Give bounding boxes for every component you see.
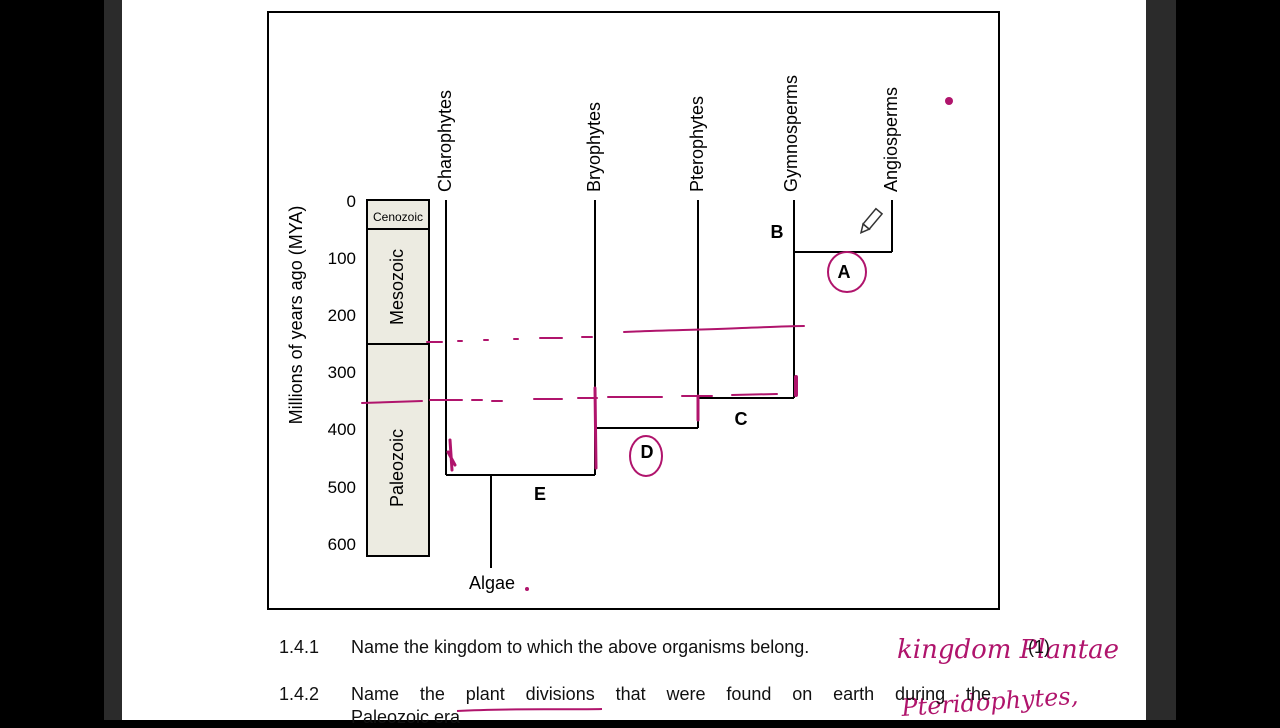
pen-cursor-icon [859, 207, 884, 235]
root-label-algae: Algae [469, 573, 515, 593]
ink-underline [456, 708, 603, 712]
tick-100: 100 [328, 249, 356, 268]
ink-dashed-line-upper [426, 325, 805, 343]
branch-label-c: C [735, 409, 748, 429]
ink-dot [525, 587, 529, 591]
y-axis-label: Millions of years ago (MYA) [286, 206, 306, 425]
question-marks: (1) [1028, 637, 1050, 657]
branch-label-b: B [771, 222, 784, 242]
ink-mark [593, 386, 598, 470]
tick-600: 600 [328, 535, 356, 554]
question-number: 1.4.2 [279, 684, 320, 704]
tick-200: 200 [328, 306, 356, 325]
branch-label-e: E [534, 484, 546, 504]
group-pterophytes: Pterophytes [687, 96, 707, 192]
ink-dot [945, 97, 953, 105]
question-text: Name the kingdom to which the above orga… [351, 637, 810, 657]
era-mesozoic: Mesozoic [387, 249, 407, 325]
ink-mark [446, 438, 457, 472]
tick-400: 400 [328, 420, 356, 439]
figure-border [267, 11, 1000, 610]
era-paleozoic: Paleozoic [387, 429, 407, 507]
tick-500: 500 [328, 478, 356, 497]
group-gymnosperms: Gymnosperms [781, 75, 801, 192]
ink-circle-d [629, 435, 663, 477]
ink-circle-a [827, 251, 867, 293]
document-page: Millions of years ago (MYA) 0 100 200 30… [122, 0, 1146, 727]
group-angiosperms: Angiosperms [881, 87, 901, 192]
era-column [366, 199, 430, 557]
question-continuation: Paleozoic era [351, 707, 461, 727]
tick-300: 300 [328, 363, 356, 382]
phylogeny-figure: Millions of years ago (MYA) 0 100 200 30… [267, 11, 1119, 720]
group-bryophytes: Bryophytes [584, 102, 604, 192]
branch-label-a: A [838, 262, 851, 282]
phylogenetic-tree [445, 200, 893, 568]
era-cenozoic: Cenozoic [373, 210, 423, 224]
left-margin [104, 0, 122, 720]
question-number: 1.4.1 [279, 637, 320, 657]
ink-answer-1: kingdom Plantae [897, 635, 1119, 665]
group-charophytes: Charophytes [435, 90, 455, 192]
ink-annotations [361, 251, 867, 477]
question-text: Name the plant divisions that were found… [351, 684, 991, 704]
tick-0: 0 [347, 192, 356, 211]
right-margin [1146, 0, 1176, 720]
branch-label-d: D [641, 442, 654, 462]
